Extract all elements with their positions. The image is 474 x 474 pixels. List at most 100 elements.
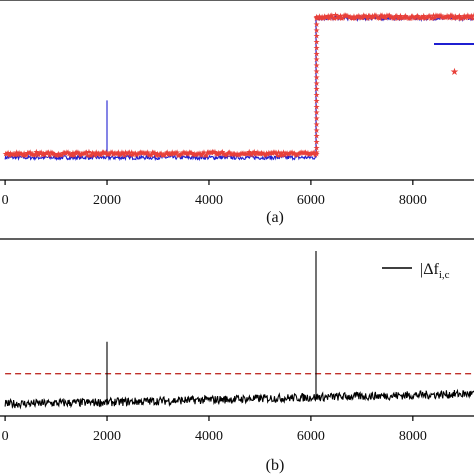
- star-marker: ★: [425, 12, 432, 21]
- star-marker: ★: [388, 13, 395, 22]
- star-marker: ★: [416, 13, 423, 22]
- star-marker: ★: [313, 120, 320, 129]
- star-marker: ★: [441, 13, 448, 22]
- star-marker: ★: [236, 151, 243, 160]
- star-marker: ★: [62, 149, 69, 158]
- star-marker: ★: [176, 151, 183, 160]
- star-marker: ★: [49, 149, 56, 158]
- star-marker: ★: [197, 149, 204, 158]
- star-marker: ★: [328, 11, 335, 20]
- star-marker: ★: [352, 14, 359, 23]
- star-marker: ★: [365, 11, 372, 20]
- star-marker: ★: [314, 13, 321, 22]
- star-marker: ★: [254, 148, 261, 157]
- star-marker: ★: [390, 13, 397, 22]
- star-marker: ★: [413, 12, 420, 21]
- star-marker: ★: [321, 12, 328, 21]
- star-marker: ★: [79, 149, 86, 158]
- star-marker: ★: [421, 14, 428, 23]
- star-marker: ★: [231, 149, 238, 158]
- star-marker: ★: [225, 148, 232, 157]
- star-marker: ★: [129, 151, 136, 160]
- star-marker: ★: [452, 12, 459, 21]
- star-marker: ★: [368, 14, 375, 23]
- star-marker: ★: [336, 13, 343, 22]
- star-marker: ★: [244, 149, 251, 158]
- star-marker: ★: [241, 150, 248, 159]
- star-marker: ★: [54, 151, 61, 160]
- star-marker: ★: [387, 12, 394, 21]
- star-marker: ★: [343, 12, 350, 21]
- star-marker: ★: [85, 148, 92, 157]
- star-marker: ★: [17, 150, 24, 159]
- star-marker: ★: [169, 148, 176, 157]
- series-line-0: [4, 14, 474, 162]
- star-marker: ★: [313, 67, 320, 76]
- star-marker: ★: [72, 149, 79, 158]
- star-marker: ★: [121, 151, 128, 160]
- star-marker: ★: [313, 55, 320, 64]
- star-marker: ★: [7, 149, 14, 158]
- star-marker: ★: [410, 13, 417, 22]
- star-marker: ★: [313, 149, 320, 158]
- star-marker: ★: [275, 148, 282, 157]
- star-marker: ★: [448, 11, 455, 20]
- star-marker: ★: [134, 150, 141, 159]
- star-marker: ★: [195, 149, 202, 158]
- star-marker: ★: [202, 151, 209, 160]
- star-marker: ★: [273, 148, 280, 157]
- star-marker: ★: [361, 12, 368, 21]
- star-marker: ★: [344, 12, 351, 21]
- star-marker: ★: [287, 148, 294, 157]
- star-marker: ★: [313, 143, 320, 152]
- panel-a-x-ticks: 0 2000 4000 6000 8000: [2, 180, 427, 208]
- star-marker: ★: [242, 149, 249, 158]
- star-marker: ★: [291, 149, 298, 158]
- star-marker: ★: [379, 11, 386, 20]
- star-marker: ★: [447, 11, 454, 20]
- star-marker: ★: [458, 14, 465, 23]
- star-marker: ★: [464, 11, 471, 20]
- star-marker: ★: [338, 14, 345, 23]
- star-marker: ★: [268, 148, 275, 157]
- star-marker: ★: [442, 13, 449, 22]
- star-marker: ★: [463, 13, 470, 22]
- star-marker: ★: [347, 12, 354, 21]
- star-marker: ★: [266, 149, 273, 158]
- star-marker: ★: [240, 149, 247, 158]
- star-marker: ★: [386, 11, 393, 20]
- star-marker: ★: [148, 150, 155, 159]
- star-marker: ★: [128, 148, 135, 157]
- star-marker: ★: [380, 13, 387, 22]
- star-marker: ★: [469, 14, 474, 23]
- star-marker: ★: [106, 150, 113, 159]
- star-marker: ★: [118, 148, 125, 157]
- star-marker: ★: [290, 149, 297, 158]
- star-marker: ★: [123, 149, 130, 158]
- star-marker: ★: [259, 150, 266, 159]
- star-marker: ★: [325, 12, 332, 21]
- star-marker: ★: [381, 12, 388, 21]
- x-tick-label: 8000: [399, 193, 427, 208]
- star-marker: ★: [313, 73, 320, 82]
- star-marker: ★: [74, 148, 81, 157]
- star-marker: ★: [249, 148, 256, 157]
- star-marker: ★: [19, 151, 26, 160]
- star-marker: ★: [25, 149, 32, 158]
- star-marker: ★: [397, 11, 404, 20]
- star-marker: ★: [60, 148, 67, 157]
- star-marker: ★: [292, 151, 299, 160]
- star-marker: ★: [203, 151, 210, 160]
- star-marker: ★: [112, 149, 119, 158]
- star-marker: ★: [394, 14, 401, 23]
- star-marker: ★: [313, 96, 320, 105]
- star-marker: ★: [431, 14, 438, 23]
- star-marker: ★: [58, 151, 65, 160]
- star-marker: ★: [189, 151, 196, 160]
- star-marker: ★: [28, 150, 35, 159]
- star-marker: ★: [158, 149, 165, 158]
- star-marker: ★: [76, 149, 83, 158]
- star-marker: ★: [348, 14, 355, 23]
- star-marker: ★: [77, 151, 84, 160]
